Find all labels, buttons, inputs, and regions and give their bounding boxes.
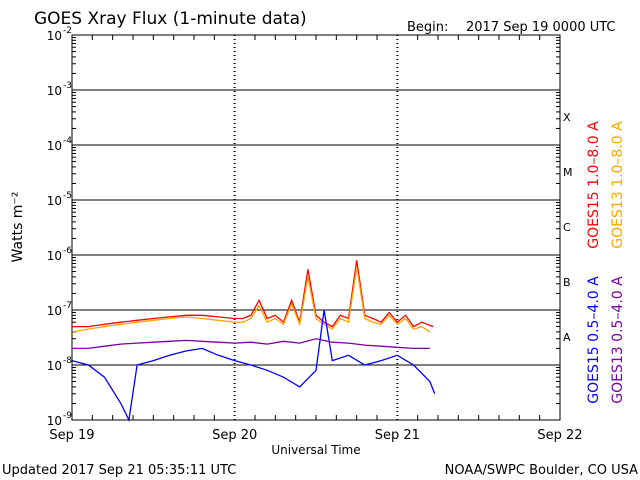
flare-class-label: A [563,331,571,344]
y-tick-exponent: -6 [63,246,72,256]
y-axis-label: Watts m⁻² [10,192,26,263]
y-tick-label: 10 -9 [47,411,73,428]
legend-entry: GOES15 0.5–4.0 A [586,276,602,404]
y-tick-exponent: -9 [63,411,72,421]
y-tick-label: 10 -4 [47,136,73,153]
series-line [72,260,434,328]
chart-title: GOES Xray Flux (1-minute data) [34,9,307,29]
y-tick-base: 10 [47,29,62,43]
begin-label: Begin: [407,20,448,35]
y-tick-exponent: -8 [63,356,72,366]
y-tick-label: 10 -3 [47,81,72,98]
y-tick-base: 10 [47,249,62,263]
x-tick-labels: Sep 19 Sep 20 Sep 21 Sep 22 [49,428,582,443]
x-tick-label: Sep 21 [375,428,420,443]
series-line [72,338,430,350]
y-tick-exponent: -2 [63,26,72,36]
x-tick-label: Sep 22 [537,428,582,443]
begin-value: 2017 Sep 19 0000 UTC [466,20,616,35]
y-tick-label: 10 -7 [47,301,72,318]
flare-class-label: B [563,276,571,289]
series-line [71,309,436,423]
flare-class-label: C [563,221,571,234]
y-tick-exponent: -3 [63,81,72,91]
updated-text: Updated 2017 Sep 21 05:35:11 UTC [2,463,236,478]
flare-class-labels: X M C B A [563,111,573,344]
y-tick-base: 10 [47,139,62,153]
y-tick-label: 10 -8 [47,356,73,373]
x-tick-label: Sep 19 [49,428,94,443]
y-tick-label: 10 -5 [47,191,72,208]
legend-entry: GOES13 0.5–4.0 A [610,276,626,404]
plot-frame [71,34,561,421]
y-tick-base: 10 [47,84,62,98]
legend-entry: GOES15 1.0–8.0 A [586,121,602,249]
x-tick-label: Sep 20 [212,428,257,443]
y-tick-exponent: -4 [63,136,72,146]
y-tick-base: 10 [47,194,62,208]
legend: GOES15 1.0–8.0 A GOES13 1.0–8.0 A GOES15 0… [586,121,626,404]
y-tick-label: 10 -2 [47,26,72,43]
y-tick-labels: 10-210-310-410-510-610-710-810-9 [47,26,73,428]
y-tick-base: 10 [47,359,62,373]
y-tick-label: 10 -6 [47,246,73,263]
series-line [71,267,431,333]
x-axis-label: Universal Time [271,443,360,457]
credit-text: NOAA/SWPC Boulder, CO USA [445,463,638,478]
flare-class-label: M [563,166,573,179]
series-layer [71,260,436,423]
legend-entry: GOES13 1.0–8.0 A [610,121,626,249]
y-tick-exponent: -7 [63,301,72,311]
flare-class-label: X [563,111,571,124]
y-tick-base: 10 [47,414,62,428]
y-tick-exponent: -5 [63,191,72,201]
y-tick-base: 10 [47,304,62,318]
